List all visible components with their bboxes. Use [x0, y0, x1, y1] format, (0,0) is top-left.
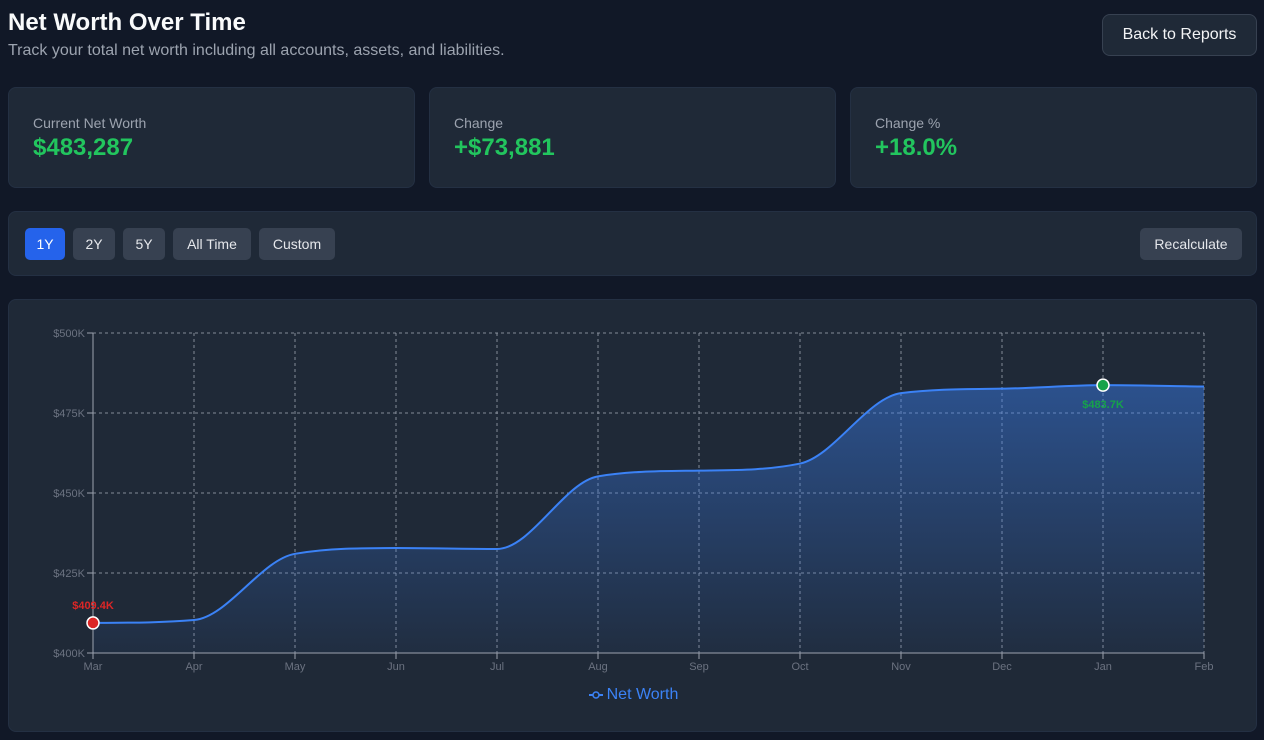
card-label: Current Net Worth [33, 115, 147, 131]
current-net-worth-card: Current Net Worth $483,287 [8, 87, 415, 188]
x-tick-label: Jul [490, 661, 504, 673]
range-1y-button[interactable]: 1Y [25, 228, 65, 260]
legend-series-label: Net Worth [606, 686, 679, 703]
chart-legend: Net Worth [9, 685, 1258, 705]
recalculate-button[interactable]: Recalculate [1140, 228, 1242, 260]
x-tick-label: Apr [185, 661, 202, 673]
min-point-label: $409.4K [72, 600, 114, 612]
card-label: Change % [875, 115, 941, 131]
min-point-marker [86, 616, 100, 630]
net-worth-line [92, 384, 1205, 624]
page-header: Net Worth Over Time Track your total net… [8, 8, 1257, 68]
x-tick-label: Jan [1094, 661, 1112, 673]
card-value: $483,287 [33, 134, 134, 161]
page-title: Net Worth Over Time [8, 9, 246, 36]
range-all-time-button[interactable]: All Time [173, 228, 251, 260]
y-tick-label: $400K [53, 648, 85, 660]
x-tick-label: Feb [1195, 661, 1214, 673]
card-value: +$73,881 [454, 134, 555, 161]
range-custom-button[interactable]: Custom [259, 228, 335, 260]
card-value: +18.0% [875, 134, 958, 161]
x-tick-label: May [285, 661, 306, 673]
back-to-reports-button[interactable]: Back to Reports [1102, 14, 1257, 56]
card-label: Change [454, 115, 504, 131]
x-tick-label: Dec [992, 661, 1012, 673]
y-tick-label: $500K [53, 328, 85, 340]
y-tick-label: $425K [53, 568, 85, 580]
y-tick-label: $475K [53, 408, 85, 420]
x-tick-label: Oct [791, 661, 808, 673]
net-worth-chart-panel: $400K $425K $450K $475K $500K Mar Apr May Jun Jul… [8, 299, 1257, 732]
legend-line-marker-icon [588, 691, 603, 699]
x-tick-label: Nov [891, 661, 911, 673]
net-worth-chart: $400K $425K $450K $475K $500K Mar Apr May Jun Jul… [53, 328, 1214, 673]
x-tick-label: Sep [689, 661, 709, 673]
x-tick-label: Mar [84, 661, 103, 673]
summary-cards: Current Net Worth $483,287 Change +$73,8… [8, 87, 1257, 188]
max-point-marker [1096, 378, 1110, 392]
range-2y-button[interactable]: 2Y [73, 228, 115, 260]
change-percent-card: Change % +18.0% [850, 87, 1257, 188]
x-tick-label: Jun [387, 661, 405, 673]
x-tick-label: Aug [588, 661, 608, 673]
net-worth-area [93, 385, 1204, 653]
change-card: Change +$73,881 [429, 87, 836, 188]
max-point-label: $483.7K [1082, 399, 1124, 411]
range-5y-button[interactable]: 5Y [123, 228, 165, 260]
page-subtitle: Track your total net worth including all… [8, 42, 505, 59]
y-tick-label: $450K [53, 488, 85, 500]
time-range-toolbar: 1Y 2Y 5Y All Time Custom Recalculate [8, 211, 1257, 276]
